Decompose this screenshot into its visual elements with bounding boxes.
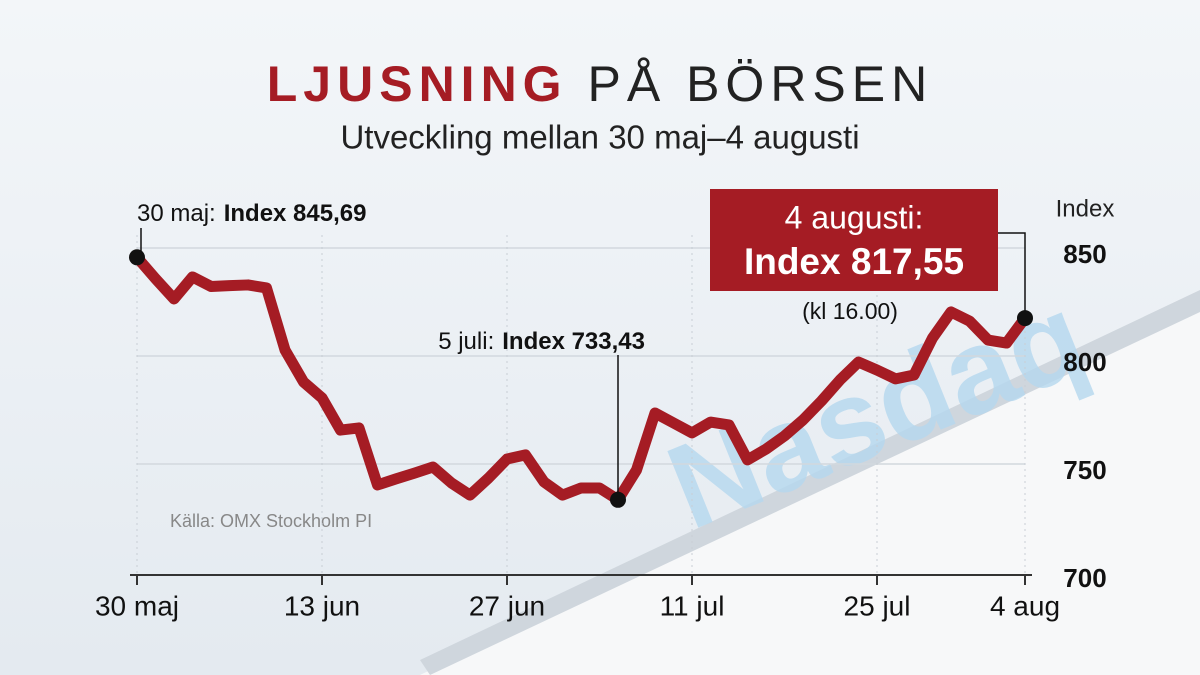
annotation-label: 4 augusti: — [785, 199, 924, 235]
title-rest: PÅ BÖRSEN — [587, 56, 933, 112]
highlight-box — [710, 189, 998, 291]
annotation-label: 5 juli: — [438, 328, 494, 355]
y-tick-label: 800 — [1063, 347, 1106, 377]
y-tick-label: 700 — [1063, 563, 1106, 593]
line — [131, 251, 1031, 506]
annotation-value: Index 817,55 — [744, 241, 964, 282]
annotation: 30 maj: Index 845,69 — [137, 200, 366, 227]
source: Källa: OMX Stockholm PI — [170, 511, 372, 531]
y-tick-label: 850 — [1063, 239, 1106, 269]
title-bold: LJUSNING — [267, 56, 568, 112]
subtitle: Utveckling mellan 30 maj–4 augusti — [340, 119, 859, 156]
y-axis-label: Index — [1056, 195, 1115, 222]
highlight-point — [129, 249, 145, 266]
highlight-point — [610, 491, 626, 508]
x-tick-label: 13 jun — [284, 590, 360, 621]
x-tick-label: 4 aug — [990, 590, 1060, 621]
x-tick-label: 11 jul — [660, 590, 725, 621]
x-tick-label: 30 maj — [95, 590, 179, 621]
leader-line — [998, 232, 1026, 319]
annotation-value: Index 733,43 — [502, 328, 645, 355]
plot: 700 750 800 850 30 maj 13 jun 27 jun 11 jul 25 j… — [95, 189, 1107, 621]
y-tick-label: 750 — [1063, 455, 1106, 485]
chart-title: LJUSNING PÅ BÖRSEN — [267, 56, 933, 112]
annotation-label: 30 maj: — [137, 200, 216, 227]
x-tick-label: 27 jun — [469, 590, 545, 621]
building-edge — [420, 290, 1200, 675]
annotation: 5 juli: Index 733,43 — [438, 328, 645, 355]
x-tick-label: 25 jul — [844, 590, 911, 621]
annotation-value: Index 845,69 — [224, 200, 367, 227]
highlight-point — [1017, 310, 1033, 327]
annotation-note: (kl 16.00) — [802, 298, 898, 324]
